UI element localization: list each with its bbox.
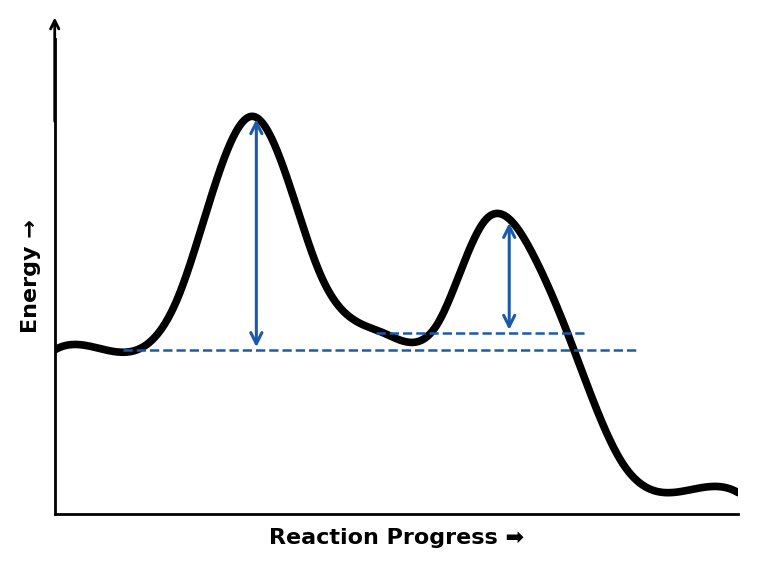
Y-axis label: Energy →: Energy → bbox=[20, 220, 41, 333]
X-axis label: Reaction Progress ➡: Reaction Progress ➡ bbox=[269, 528, 524, 548]
